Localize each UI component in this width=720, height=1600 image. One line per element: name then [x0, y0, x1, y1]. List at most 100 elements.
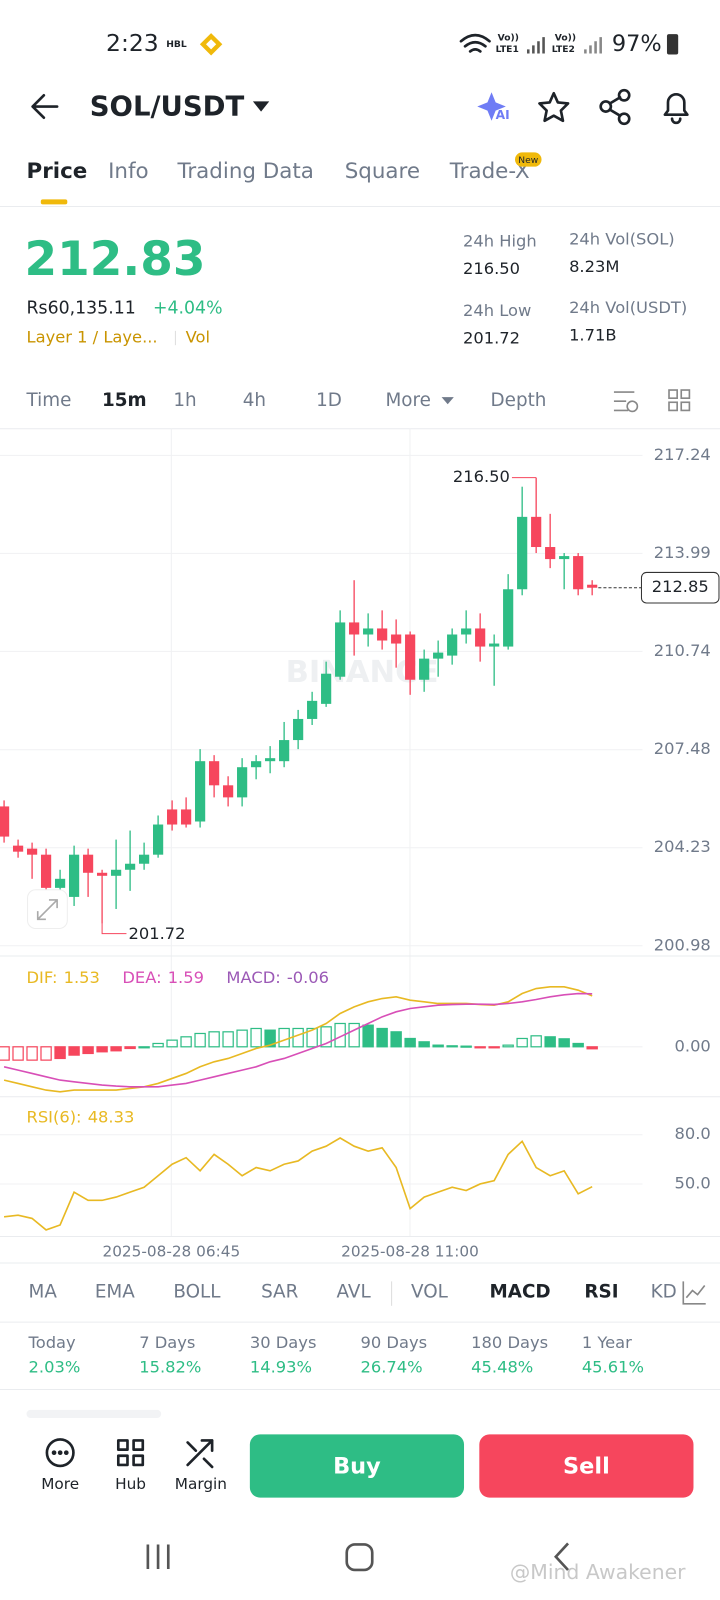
indicator-tab[interactable]: RSI — [584, 1282, 618, 1303]
favorite-button[interactable] — [538, 91, 570, 123]
hub-icon[interactable] — [116, 1439, 145, 1467]
buy-button[interactable] — [249, 1434, 465, 1498]
dea-line — [3, 992, 593, 1088]
candle-body — [82, 854, 94, 873]
price-change: +4.04% — [153, 298, 223, 318]
candle-body — [587, 584, 598, 588]
more-dropdown[interactable] — [441, 397, 454, 405]
pair-dropdown[interactable] — [252, 101, 270, 112]
low-marker — [101, 923, 127, 935]
candle-body — [447, 634, 458, 656]
chart-settings-icon[interactable] — [613, 391, 639, 413]
candle-body — [139, 854, 150, 864]
interval[interactable]: 15m — [102, 390, 147, 411]
layout-icon[interactable] — [668, 389, 691, 412]
candle-body — [251, 761, 262, 768]
macd-bar — [54, 1046, 66, 1060]
interval[interactable]: 1h — [173, 390, 196, 411]
sell-button[interactable] — [479, 1434, 694, 1498]
price-axis-label: 210.74 — [654, 641, 711, 660]
back-nav-button[interactable] — [554, 1542, 570, 1571]
macd-bar — [404, 1037, 416, 1048]
action-label[interactable]: More — [41, 1475, 79, 1493]
macd-bar — [306, 1027, 318, 1048]
candle-body — [96, 872, 108, 876]
period-change: 2.03% — [29, 1358, 81, 1377]
indicator-tab[interactable]: KD — [651, 1282, 677, 1303]
signal-icon — [584, 37, 602, 54]
interval: Time — [26, 390, 72, 411]
alert-button[interactable] — [663, 93, 689, 125]
indicator-tab[interactable]: BOLL — [173, 1282, 221, 1303]
volte2: Vo)) — [555, 33, 576, 44]
battery-level: 97% — [612, 31, 662, 57]
candle-body — [475, 628, 486, 647]
candle-body — [405, 634, 416, 680]
period-change: 14.93% — [250, 1358, 312, 1377]
candle-body — [167, 809, 178, 825]
macd-bar — [390, 1031, 402, 1048]
pair-title[interactable]: SOL/USDT — [90, 91, 245, 123]
macd-bar — [586, 1046, 598, 1050]
indicator-tab[interactable]: SAR — [261, 1282, 299, 1303]
indicator-tab[interactable]: MACD — [490, 1282, 551, 1303]
share-button[interactable] — [599, 88, 631, 126]
rsi-axis-label: 80.0 — [675, 1124, 711, 1143]
candle-body — [363, 628, 374, 635]
candle-body — [307, 700, 318, 719]
lte1: LTE1 — [496, 44, 519, 55]
macd-legend-value: 1.53 — [64, 968, 100, 987]
stat-label: 24h Vol(USDT) — [569, 298, 687, 317]
price-axis-label: 200.98 — [654, 935, 711, 954]
macd-bar — [264, 1029, 276, 1048]
interval[interactable]: More — [385, 390, 430, 411]
macd-bar — [432, 1044, 444, 1048]
candle-body — [209, 761, 220, 786]
binance-icon — [199, 33, 223, 56]
action-label[interactable]: Margin — [175, 1475, 227, 1493]
indicator-tab[interactable]: EMA — [95, 1282, 135, 1303]
interval[interactable]: 4h — [243, 390, 266, 411]
action-label[interactable]: Hub — [115, 1475, 146, 1493]
candle-body — [54, 878, 66, 888]
period-label: 90 Days — [361, 1333, 428, 1352]
sector[interactable]: Layer 1 / Laye... — [27, 328, 158, 347]
more-icon[interactable] — [45, 1438, 75, 1468]
macd-bar — [166, 1039, 178, 1048]
indicator-tab[interactable]: VOL — [411, 1282, 449, 1303]
candle-body — [110, 869, 122, 876]
tab[interactable]: Square — [345, 159, 420, 184]
handle — [26, 1409, 162, 1419]
low-label: 201.72 — [128, 924, 185, 943]
chart-watermark: BINANCE — [286, 655, 439, 690]
candle-body — [293, 718, 304, 741]
macd-bar — [152, 1042, 164, 1048]
margin-icon[interactable] — [186, 1439, 214, 1469]
indicator-settings[interactable] — [682, 1281, 706, 1305]
tab[interactable]: Price — [27, 159, 88, 184]
candle-body — [377, 628, 388, 641]
indicator-tab[interactable]: AVL — [337, 1282, 372, 1303]
stat-label: 24h Low — [463, 301, 531, 320]
buy-label[interactable]: Buy — [333, 1453, 381, 1479]
sector-tag[interactable]: Vol — [186, 328, 210, 347]
sell-label[interactable]: Sell — [563, 1453, 610, 1479]
macd-bar — [488, 1046, 500, 1049]
ai-icon[interactable] — [477, 92, 506, 121]
price-axis-label: 207.48 — [654, 739, 711, 758]
period-label: 30 Days — [250, 1333, 317, 1352]
home-button[interactable] — [345, 1543, 374, 1572]
stat-value: 1.71B — [569, 325, 616, 344]
macd-axis-label: 0.00 — [675, 1036, 711, 1055]
period-change: 45.61% — [582, 1358, 644, 1377]
tab[interactable]: Info — [108, 159, 149, 184]
back-button[interactable] — [31, 93, 59, 120]
price-axis-label: 213.99 — [654, 543, 711, 562]
period-label: 1 Year — [582, 1333, 632, 1352]
indicator-tab[interactable]: MA — [29, 1282, 58, 1303]
interval[interactable]: 1D — [316, 390, 342, 411]
tab[interactable]: Trading Data — [176, 159, 313, 184]
interval[interactable]: Depth — [491, 390, 547, 411]
recents-button[interactable] — [146, 1544, 170, 1569]
